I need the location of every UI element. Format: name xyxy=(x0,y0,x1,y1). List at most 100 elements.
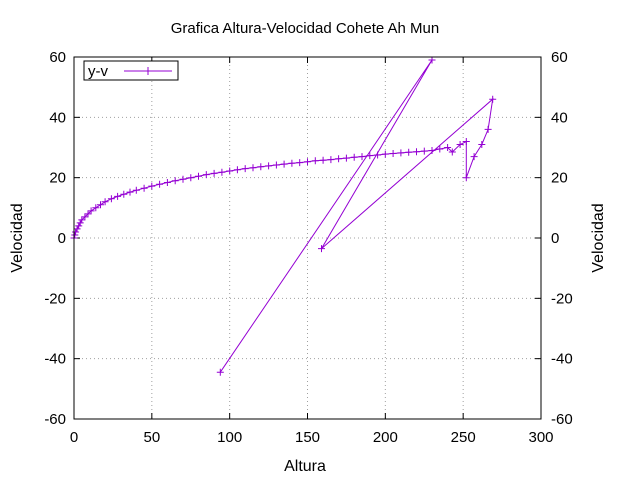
data-point xyxy=(233,166,241,174)
y2-tick-label: -60 xyxy=(551,411,573,428)
data-point xyxy=(76,219,84,227)
data-point xyxy=(444,144,452,151)
y-tick-label: 0 xyxy=(58,230,66,247)
y2-tick-label: 0 xyxy=(551,230,559,247)
data-point xyxy=(420,147,428,155)
data-point xyxy=(318,245,325,253)
series-line xyxy=(73,59,494,373)
y-tick-label: 20 xyxy=(49,170,66,187)
data-point xyxy=(249,164,257,172)
x-tick-label: 0 xyxy=(70,429,78,446)
data-point xyxy=(72,228,80,236)
data-point xyxy=(489,95,497,103)
data-point xyxy=(296,159,304,167)
data-point xyxy=(114,192,122,200)
data-point xyxy=(92,204,100,212)
data-point xyxy=(436,145,444,153)
data-point xyxy=(210,169,218,177)
x-tick-label: 300 xyxy=(528,429,553,446)
data-point xyxy=(381,150,389,158)
y2-axis-title: Velocidad xyxy=(590,203,607,272)
y2-tick-label: 20 xyxy=(551,170,568,187)
data-point xyxy=(156,180,164,188)
data-point xyxy=(350,153,358,161)
data-point xyxy=(257,163,265,171)
y-axis-ticks: -60 -40 -20 0 20 40 60 xyxy=(44,49,80,428)
plot-frame xyxy=(73,56,542,420)
y-tick-label: -60 xyxy=(44,411,66,428)
data-point xyxy=(374,151,382,159)
data-point xyxy=(202,171,210,179)
x-tick-label: 50 xyxy=(143,429,160,446)
data-point xyxy=(389,150,397,157)
data-point xyxy=(226,167,234,175)
data-point xyxy=(171,177,179,185)
y-tick-label: -20 xyxy=(44,290,66,307)
data-point xyxy=(97,201,104,209)
data-point xyxy=(216,368,224,376)
x-tick-label: 250 xyxy=(451,429,476,446)
data-point xyxy=(179,175,187,183)
x-axis-ticks: 0 50 100 150 200 250 300 xyxy=(70,57,554,446)
y2-tick-label: -20 xyxy=(551,290,573,307)
chart-title: Grafica Altura-Velocidad Cohete Ah Mun xyxy=(171,20,440,37)
data-point xyxy=(84,210,92,218)
data-point xyxy=(87,207,95,215)
y2-tick-label: 60 xyxy=(551,49,568,66)
y-tick-label: -40 xyxy=(44,351,66,368)
series-group xyxy=(70,56,497,376)
y2-tick-label: 40 xyxy=(551,109,568,126)
data-point xyxy=(470,153,478,161)
y2-axis-ticks: -60 -40 -20 0 20 40 60 xyxy=(535,49,573,428)
data-point xyxy=(366,152,374,160)
data-point xyxy=(462,174,470,182)
data-point xyxy=(195,172,202,180)
data-point xyxy=(456,141,464,148)
data-point xyxy=(428,56,436,64)
data-point xyxy=(462,138,470,145)
data-point xyxy=(478,141,486,148)
data-point xyxy=(327,156,335,164)
y-axis-title: Velocidad xyxy=(9,203,26,272)
y2-tick-label: -40 xyxy=(551,351,573,368)
data-point xyxy=(241,165,249,173)
data-point xyxy=(73,225,81,233)
data-point xyxy=(335,155,343,163)
data-point xyxy=(288,159,296,167)
x-tick-label: 100 xyxy=(217,429,242,446)
data-point xyxy=(428,147,436,154)
data-point xyxy=(81,213,89,221)
data-point xyxy=(78,216,86,224)
y-tick-label: 60 xyxy=(49,49,66,66)
x-tick-label: 200 xyxy=(373,429,398,446)
data-point xyxy=(272,161,280,169)
grid xyxy=(74,57,541,419)
legend-marker xyxy=(144,67,152,75)
data-point xyxy=(358,153,366,161)
data-point xyxy=(107,195,115,203)
y-tick-label: 40 xyxy=(49,109,66,126)
data-point xyxy=(397,149,405,157)
data-point xyxy=(163,179,171,186)
data-point xyxy=(342,154,350,162)
data-point xyxy=(265,162,273,170)
data-point xyxy=(484,125,492,133)
data-point xyxy=(140,184,148,192)
data-point xyxy=(75,222,83,230)
data-point xyxy=(304,158,311,166)
data-point xyxy=(71,231,79,239)
data-point xyxy=(413,148,420,156)
data-point xyxy=(405,148,413,156)
legend: y-v xyxy=(83,60,179,81)
data-point xyxy=(126,188,134,196)
data-point xyxy=(187,174,195,182)
data-point xyxy=(311,157,319,165)
data-point xyxy=(120,190,128,198)
x-tick-label: 150 xyxy=(295,429,320,446)
data-point xyxy=(148,182,156,190)
data-point xyxy=(280,160,288,168)
x-axis-title: Altura xyxy=(284,458,326,475)
data-point xyxy=(132,186,140,194)
data-point xyxy=(448,148,456,156)
